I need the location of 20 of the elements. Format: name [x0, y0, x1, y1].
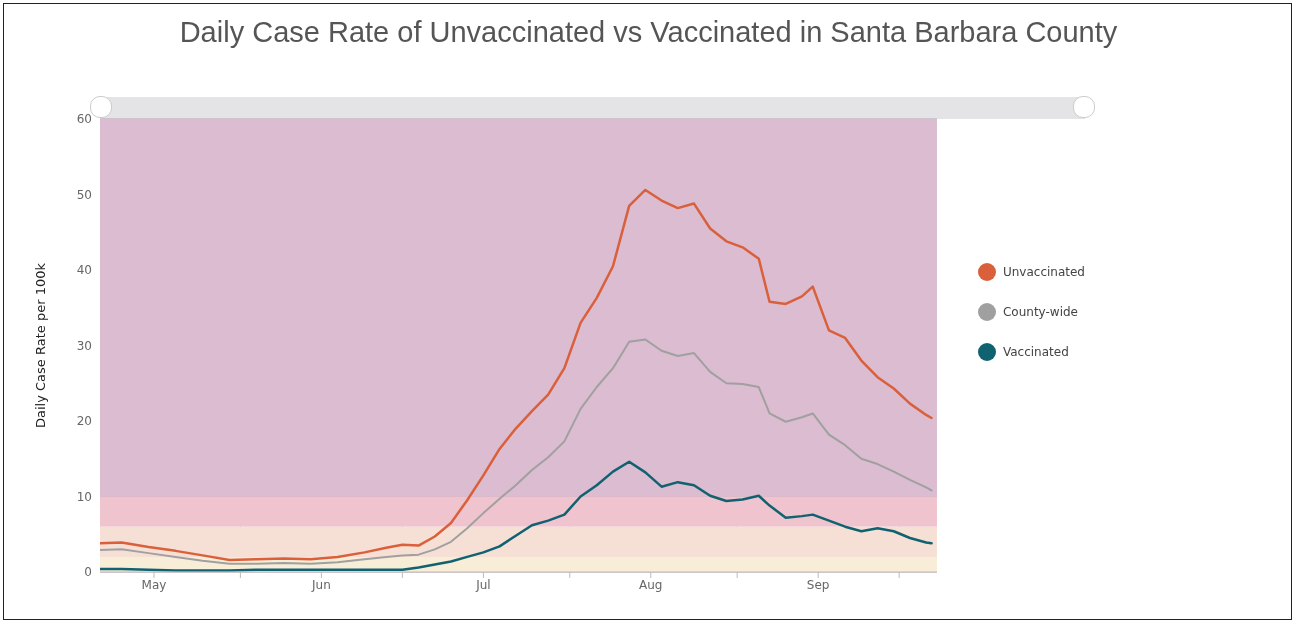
x-tick-label: Jun: [311, 577, 331, 592]
y-tick-label: 60: [76, 112, 92, 127]
legend-label: Unvaccinated: [1002, 264, 1085, 279]
legend-label: Vaccinated: [1002, 344, 1069, 359]
y-tick-label: 40: [76, 263, 92, 278]
y-tick-label: 30: [76, 338, 92, 353]
line-series: [100, 460, 933, 572]
x-tick-label: Sep: [806, 577, 830, 592]
x-tick-label: Aug: [639, 577, 663, 592]
y-tick-label: 20: [76, 414, 92, 429]
legend-label: County-wide: [1002, 304, 1078, 319]
x-tick-label: May: [141, 577, 167, 592]
x-tick-label: Jul: [475, 577, 491, 592]
y-tick-label: 10: [76, 489, 92, 504]
line-series: [100, 338, 933, 565]
y-axis-title: Daily Case Rate per 100k: [32, 262, 48, 428]
line-series: [100, 188, 933, 562]
chart-title: Daily Case Rate of Unvaccinated vs Vaccinated in Santa Barbara County: [178, 16, 1119, 49]
y-tick-label: 50: [76, 187, 92, 202]
y-tick-label: 0: [84, 565, 92, 580]
